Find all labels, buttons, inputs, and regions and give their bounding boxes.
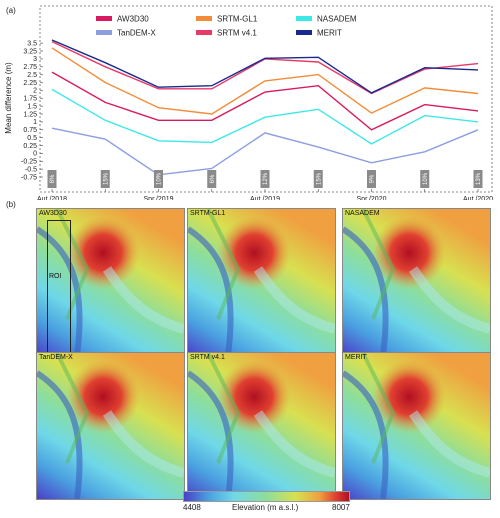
y-tick-label: 3.25 [23,48,37,55]
y-tick-label: 0.75 [23,127,37,134]
y-tick-label: -0.5 [25,166,37,173]
legend-label: MERIT [317,29,342,38]
legend-swatch [96,16,112,21]
y-tick-label: 2.75 [23,64,37,71]
elevation-map-srtm-v4-1: SRTM v4.1 [187,352,336,500]
y-tick-label: 3 [33,56,37,63]
badge-label: 12% [263,172,269,185]
series-line-srtm-gl1 [51,47,479,115]
legend: AW3D30 SRTM-GL1 NASADEM TanDEM-X SRTM v4.1 ME… [96,15,357,38]
series-line-merit [51,39,479,94]
badge-label: 13% [476,172,482,185]
elevation-map-tandem-x: TanDEM-X [36,352,185,500]
sample-badge: 12% [260,170,270,188]
legend-entry: MERIT [296,29,342,38]
badge-layer: 8% 15% 10% 6% 12% 15% 9% 10% 13% [47,170,483,188]
terrain-image [343,209,490,355]
legend-entry: NASADEM [296,15,357,24]
y-tick-label: 2.25 [23,80,37,87]
x-axis: Aut./2018 Spr./2019 Aut./2019 Spr./2020 Aut.… [37,189,493,200]
sample-badge: 6% [207,170,217,188]
badge-label: 15% [316,172,322,185]
legend-label: AW3D30 [117,15,149,24]
sample-badge: 10% [154,170,163,188]
legend-swatch [196,30,212,35]
legend-swatch [296,30,312,35]
x-tick-label: Aut./2019 [250,196,280,200]
terrain-image [37,209,184,355]
y-axis: -0.75-0.5-0.2500.250.50.7511.251.51.7522… [21,40,43,181]
y-tick-label: 0.5 [27,135,37,142]
colorbar-min-label: 4408 [183,503,201,512]
series-line-nasadem [51,88,479,145]
y-tick-label: 1 [33,119,37,126]
line-chart: -0.75-0.5-0.2500.250.50.7511.251.51.7522… [4,5,493,200]
badge-label: 15% [103,172,109,185]
sample-badge: 13% [473,170,483,188]
legend-entry: TanDEM-X [96,29,156,38]
legend-label: SRTM-GL1 [217,15,258,24]
legend-swatch [196,16,212,21]
y-axis-title: Mean difference (m) [4,62,13,134]
legend-swatch [296,16,312,21]
y-tick-label: -0.75 [21,174,37,181]
badge-label: 9% [370,174,376,183]
x-tick-label: Spr./2019 [144,196,174,200]
legend-swatch [96,30,112,35]
map-title: AW3D30 [39,210,67,217]
map-title: SRTM-GL1 [190,210,226,217]
y-tick-label: 0.25 [23,143,37,150]
map-title: MERIT [345,354,367,361]
colorbar-title: Elevation (m a.s.l.) [232,503,299,512]
terrain-image [188,209,335,355]
colorbar-max-label: 8007 [332,503,350,512]
y-tick-label: 1.25 [23,111,37,118]
map-title: TanDEM-X [39,354,73,361]
series-line-tandem-x [51,127,479,176]
x-tick-label: Aut./2018 [37,196,67,200]
elevation-map-aw3d30: AW3D30 ROI [36,208,185,356]
roi-box [47,220,71,355]
legend-label: TanDEM-X [117,29,156,38]
sample-badge: 8% [47,170,57,188]
legend-entry: SRTM-GL1 [196,15,258,24]
x-tick-label: Aut./2020 [463,196,493,200]
sample-badge: 9% [367,170,376,188]
panel-a-label: (a) [6,6,16,15]
terrain-image [343,353,490,499]
map-title: SRTM v4.1 [190,354,225,361]
legend-entry: SRTM v4.1 [196,29,257,38]
map-title: NASADEM [345,210,380,217]
plot-frame [39,5,493,193]
roi-label: ROI [49,273,62,280]
elevation-colorbar [183,491,350,502]
y-tick-label: 1.75 [23,96,37,103]
badge-label: 10% [157,172,163,185]
y-tick-label: 3.5 [27,40,37,47]
series-line-aw3d30 [51,71,479,131]
sample-badge: 10% [420,170,430,188]
badge-label: 10% [423,172,429,185]
elevation-map-merit: MERIT [342,352,491,500]
terrain-image [188,353,335,499]
sample-badge: 15% [100,170,110,188]
elevation-map-srtm-gl1: SRTM-GL1 [187,208,336,356]
legend-label: SRTM v4.1 [217,29,257,38]
y-tick-label: 0 [33,151,37,158]
y-tick-label: 1.5 [27,103,37,110]
terrain-image [37,353,184,499]
legend-entry: AW3D30 [96,15,149,24]
panel-b-label: (b) [6,200,16,209]
sample-badge: 15% [313,170,323,188]
badge-label: 8% [50,174,56,183]
y-tick-label: 2.5 [27,72,37,79]
legend-label: NASADEM [317,15,357,24]
badge-label: 6% [210,174,216,183]
x-tick-label: Spr./2020 [357,196,387,200]
y-tick-label: 2 [33,88,37,95]
elevation-map-nasadem: NASADEM [342,208,491,356]
y-tick-label: -0.25 [21,159,37,166]
series-layer [51,39,479,176]
